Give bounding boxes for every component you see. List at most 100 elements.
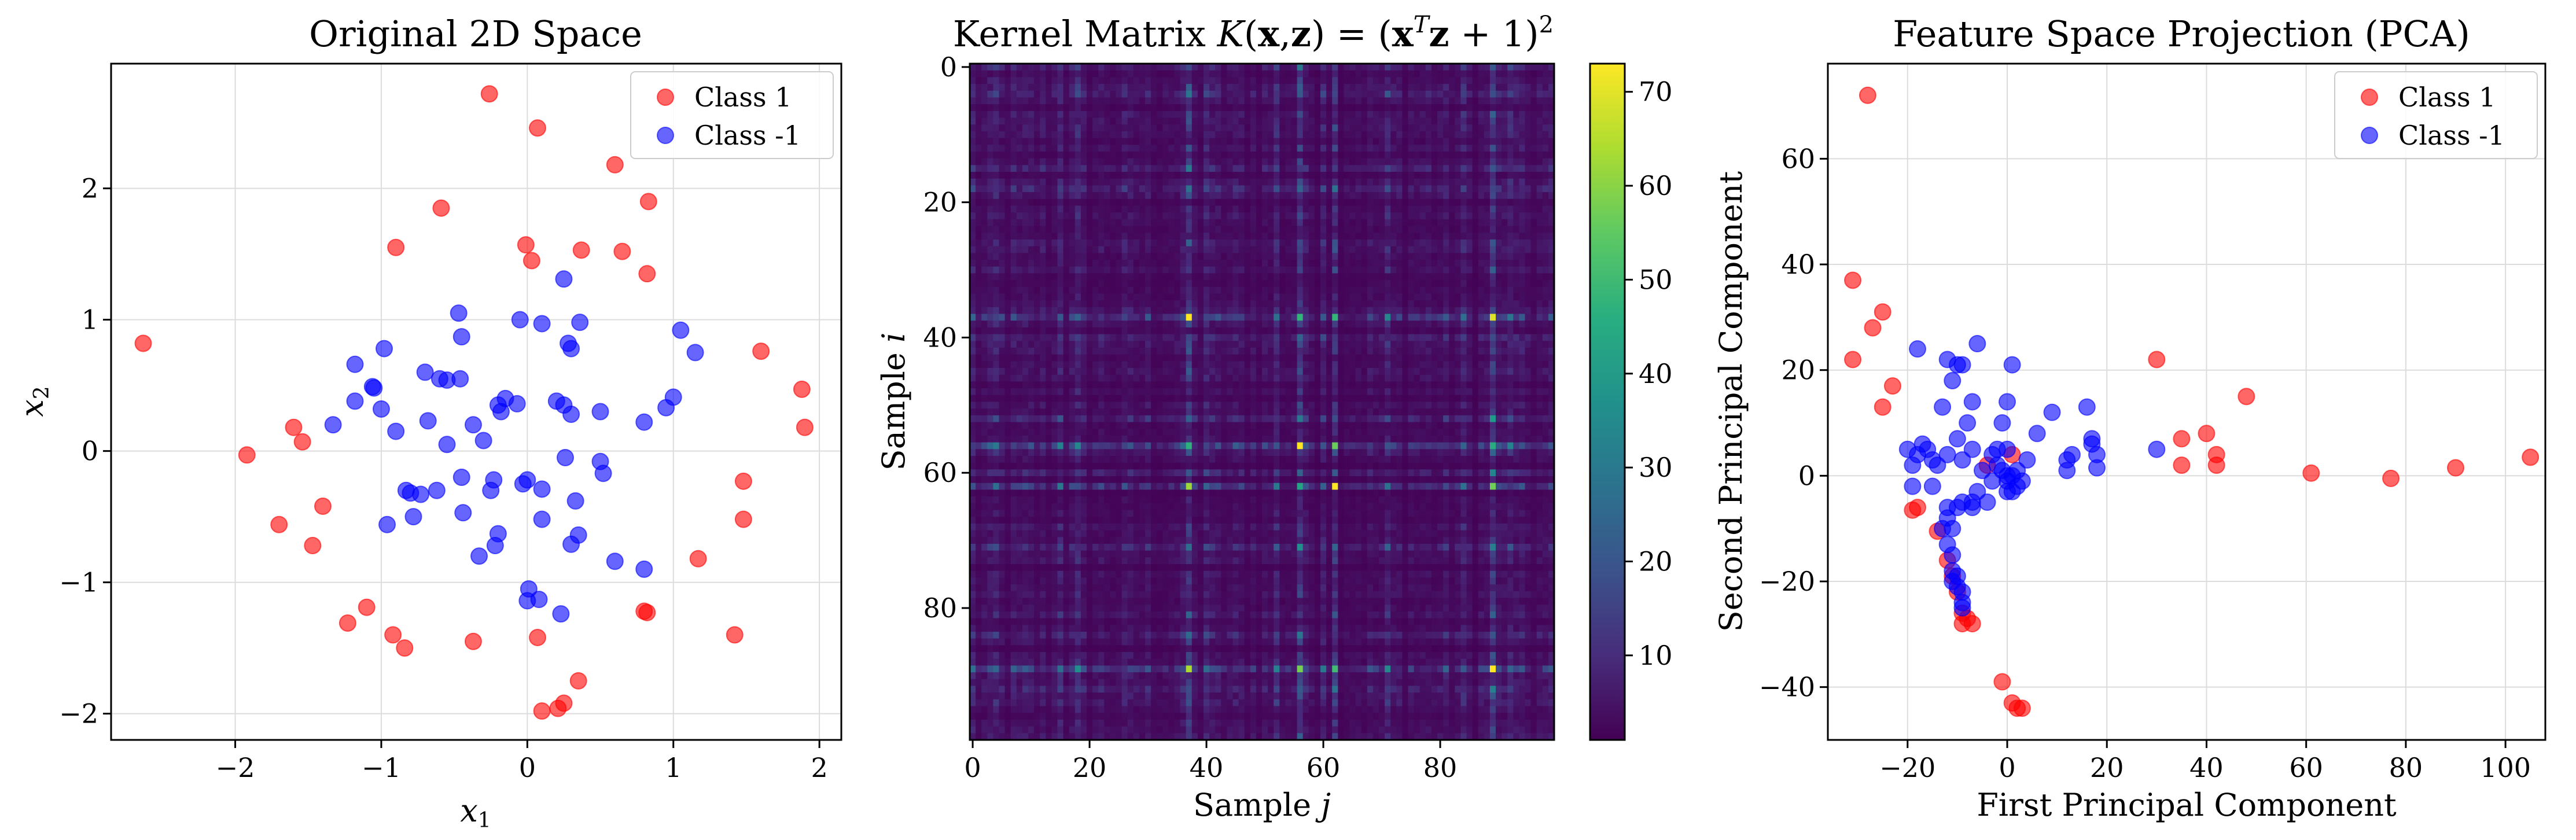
heatmap-cell xyxy=(1186,266,1193,274)
heatmap-cell xyxy=(1092,280,1099,288)
heatmap-cell xyxy=(1197,253,1204,260)
heatmap-cell xyxy=(1227,110,1234,119)
heatmap-cell xyxy=(1291,192,1298,200)
heatmap-cell xyxy=(1069,151,1076,159)
heatmap-cell xyxy=(1419,286,1426,294)
heatmap-cell xyxy=(999,347,1006,355)
heatmap-cell xyxy=(1279,293,1286,301)
heatmap-cell xyxy=(1180,104,1187,112)
heatmap-cell xyxy=(1063,84,1070,91)
heatmap-cell xyxy=(1314,374,1321,382)
heatmap-cell xyxy=(1004,97,1011,105)
heatmap-cell xyxy=(1092,77,1099,84)
heatmap-cell xyxy=(993,327,1000,335)
heatmap-cell xyxy=(1256,253,1263,260)
heatmap-cell xyxy=(1536,260,1543,267)
heatmap-cell xyxy=(1548,314,1555,321)
heatmap-cell xyxy=(1489,354,1496,362)
heatmap-cell xyxy=(1116,192,1123,200)
heatmap-cell xyxy=(1104,293,1110,301)
heatmap-cell xyxy=(1525,293,1532,301)
heatmap-cell xyxy=(1080,239,1087,247)
heatmap-cell xyxy=(1302,70,1309,78)
heatmap-cell xyxy=(1191,104,1198,112)
heatmap-cell xyxy=(1098,361,1105,369)
heatmap-cell xyxy=(1209,300,1216,308)
heatmap-cell xyxy=(1519,145,1526,152)
heatmap-cell xyxy=(1139,246,1146,253)
heatmap-cell xyxy=(1419,151,1426,159)
heatmap-cell xyxy=(1472,314,1479,321)
heatmap-cell xyxy=(1016,64,1023,71)
heatmap-cell xyxy=(1308,145,1315,152)
panel1-point-classm1 xyxy=(346,355,364,373)
heatmap-cell xyxy=(1151,233,1157,240)
heatmap-cell xyxy=(1443,97,1449,105)
heatmap-cell xyxy=(1010,246,1017,253)
heatmap-cell xyxy=(1110,253,1117,260)
heatmap-cell xyxy=(999,185,1006,193)
panel1-point-classm1 xyxy=(363,378,381,396)
heatmap-cell xyxy=(1525,260,1532,267)
heatmap-cell xyxy=(1338,185,1344,193)
heatmap-cell xyxy=(1274,293,1280,301)
heatmap-cell xyxy=(1221,151,1227,159)
heatmap-cell xyxy=(1519,320,1526,328)
heatmap-cell xyxy=(1472,84,1479,91)
heatmap-cell xyxy=(1320,266,1327,274)
heatmap-cell xyxy=(1455,158,1461,165)
heatmap-cell xyxy=(1285,97,1292,105)
heatmap-cell xyxy=(1437,219,1444,227)
heatmap-cell xyxy=(1349,307,1356,315)
heatmap-cell xyxy=(1004,307,1011,315)
heatmap-cell xyxy=(1268,280,1274,288)
heatmap-cell xyxy=(1116,246,1123,253)
heatmap-cell xyxy=(993,90,1000,98)
heatmap-cell xyxy=(1104,260,1110,267)
heatmap-cell xyxy=(987,341,993,348)
heatmap-cell xyxy=(1104,246,1110,253)
heatmap-cell xyxy=(1127,354,1134,362)
heatmap-cell xyxy=(1040,381,1046,389)
heatmap-cell xyxy=(1215,293,1221,301)
heatmap-cell xyxy=(1308,334,1315,341)
heatmap-cell xyxy=(1191,110,1198,119)
heatmap-cell xyxy=(1302,97,1309,105)
heatmap-cell xyxy=(1489,97,1496,105)
heatmap-cell xyxy=(1455,124,1461,132)
heatmap-cell xyxy=(1542,77,1549,84)
heatmap-cell xyxy=(1127,145,1134,152)
heatmap-cell xyxy=(1197,381,1204,389)
heatmap-cell xyxy=(1162,117,1169,125)
heatmap-cell xyxy=(1455,273,1461,281)
heatmap-cell xyxy=(1408,300,1415,308)
heatmap-cell xyxy=(1443,280,1449,288)
heatmap-cell xyxy=(1191,341,1198,348)
heatmap-cell xyxy=(999,178,1006,186)
heatmap-cell xyxy=(1326,307,1333,315)
heatmap-cell xyxy=(1302,341,1309,348)
heatmap-cell xyxy=(1180,233,1187,240)
heatmap-cell xyxy=(1484,90,1491,98)
heatmap-cell xyxy=(1098,77,1105,84)
heatmap-cell xyxy=(1087,246,1093,253)
kernel-heatmap-cells xyxy=(970,64,1555,740)
heatmap-cell xyxy=(1496,239,1502,247)
heatmap-cell xyxy=(976,219,982,227)
heatmap-cell xyxy=(1262,77,1268,84)
heatmap-cell xyxy=(1443,124,1449,132)
heatmap-cell xyxy=(1449,124,1455,132)
heatmap-cell xyxy=(1314,280,1321,288)
heatmap-cell xyxy=(1455,266,1461,274)
heatmap-cell xyxy=(1472,124,1479,132)
heatmap-cell xyxy=(1151,84,1157,91)
heatmap-cell xyxy=(1379,320,1385,328)
heatmap-cell xyxy=(1174,198,1181,207)
heatmap-cell xyxy=(1332,300,1338,308)
heatmap-cell xyxy=(1186,178,1193,186)
heatmap-cell xyxy=(1449,320,1455,328)
heatmap-cell xyxy=(1355,84,1362,91)
heatmap-cell xyxy=(1396,368,1403,375)
heatmap-cell xyxy=(1344,253,1350,260)
heatmap-cell xyxy=(1145,300,1151,308)
